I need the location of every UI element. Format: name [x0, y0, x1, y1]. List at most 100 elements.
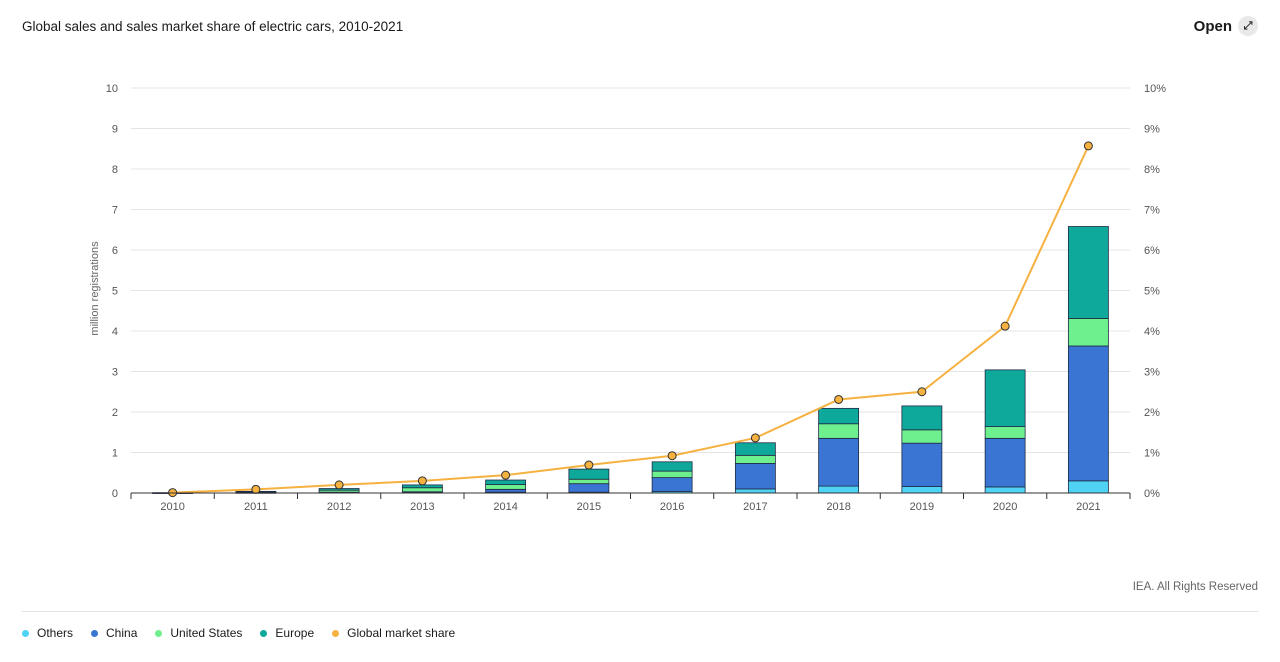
- bar-united-states: [485, 484, 527, 490]
- bar-china: [818, 437, 860, 487]
- y2-tick-label: 5%: [1144, 286, 1160, 298]
- bar-united-states: [568, 478, 610, 485]
- open-label: Open: [1193, 17, 1232, 35]
- bar-europe: [1067, 226, 1109, 319]
- point-global-market-share: [584, 460, 594, 470]
- point-global-market-share: [834, 394, 844, 404]
- point-global-market-share: [667, 451, 677, 461]
- legend-swatch-china: [91, 629, 99, 637]
- legend-item-others[interactable]: Others: [22, 626, 73, 640]
- bar-others: [1067, 480, 1109, 494]
- bar-china: [651, 477, 693, 492]
- y-tick-label: 5: [112, 286, 118, 298]
- y-tick-label: 6: [112, 245, 118, 257]
- point-global-market-share: [1083, 141, 1093, 151]
- x-tick-label: 2018: [826, 501, 850, 513]
- bar-europe: [734, 442, 776, 456]
- x-tick-label: 2015: [577, 501, 601, 513]
- grid-lines: [131, 87, 1130, 453]
- y-tick-label: 10: [106, 83, 118, 95]
- expand-arrows-icon: ⤢: [1238, 16, 1258, 36]
- point-global-market-share: [334, 480, 344, 490]
- y-tick-label: 8: [112, 164, 118, 176]
- point-global-market-share: [917, 387, 927, 397]
- y2-tick-label: 3%: [1144, 367, 1160, 379]
- y-tick-label: 7: [112, 205, 118, 217]
- legend-item-europe[interactable]: Europe: [260, 626, 314, 640]
- legend-item-global-market-share[interactable]: Global market share: [332, 626, 455, 640]
- y2-tick-label: 0%: [1144, 488, 1160, 500]
- y-tick-label: 3: [112, 367, 118, 379]
- bar-others: [984, 486, 1026, 494]
- x-tick-label: 2019: [910, 501, 934, 513]
- bar-united-states: [734, 454, 776, 464]
- bar-china: [901, 442, 943, 487]
- y-axis-label: million registrations: [89, 241, 101, 336]
- market-share-line: [168, 141, 1093, 498]
- bar-china: [734, 463, 776, 490]
- legend-swatch-others: [22, 629, 29, 637]
- legend: Others China United States Europe Global…: [22, 626, 455, 640]
- legend-label-europe: Europe: [275, 626, 315, 640]
- point-global-market-share: [251, 484, 261, 494]
- bar-united-states: [651, 470, 693, 479]
- legend-divider: [22, 611, 1258, 612]
- y-tick-label: 2: [112, 407, 118, 419]
- bar-china: [1067, 345, 1109, 482]
- bar-europe: [818, 407, 860, 425]
- bar-united-states: [1067, 318, 1109, 347]
- point-global-market-share: [417, 476, 427, 486]
- legend-label-united-states: United States: [170, 626, 243, 640]
- axes: 0 1 2 3 4 5 6 7 8 9 10 0% 1% 2% 3% 4% 5% 6% 7% 8% 9% 10% milli…: [89, 83, 1166, 513]
- legend-label-global-market-share: Global market share: [347, 626, 456, 640]
- bar-china: [485, 488, 527, 493]
- legend-item-united-states[interactable]: United States: [155, 626, 242, 640]
- bar-china: [984, 437, 1026, 488]
- legend-label-china: China: [106, 626, 138, 640]
- y2-tick-label: 2%: [1144, 407, 1160, 419]
- x-tick-label: 2020: [993, 501, 1017, 513]
- legend-swatch-global-market-share: [332, 629, 340, 637]
- y-tick-label: 9: [112, 124, 118, 136]
- legend-label-others: Others: [37, 626, 74, 640]
- bar-europe: [568, 468, 610, 480]
- bar-europe: [901, 405, 943, 431]
- y2-tick-label: 1%: [1144, 448, 1160, 460]
- open-button[interactable]: Open ⤢: [1194, 16, 1258, 36]
- y2-tick-label: 4%: [1144, 326, 1160, 338]
- x-tick-label: 2017: [743, 501, 767, 513]
- chart: 0 1 2 3 4 5 6 7 8 9 10 0% 1% 2% 3% 4% 5% 6% 7% 8% 9% 10% milli…: [89, 83, 1166, 513]
- point-global-market-share: [501, 470, 511, 480]
- y-tick-label: 1: [112, 448, 118, 460]
- page-title: Global sales and sales market share of e…: [22, 19, 404, 34]
- y2-tick-label: 6%: [1144, 245, 1160, 257]
- x-tick-label: 2011: [244, 501, 268, 513]
- bar-others: [901, 486, 943, 494]
- legend-swatch-united-states: [155, 629, 163, 637]
- bar-united-states: [901, 429, 943, 444]
- bar-others: [734, 488, 776, 494]
- bar-others: [818, 485, 860, 494]
- bar-united-states: [984, 426, 1026, 439]
- x-tick-label: 2012: [327, 501, 351, 513]
- bar-europe: [651, 461, 693, 472]
- bar-europe: [485, 479, 527, 485]
- y2-tick-label: 9%: [1144, 124, 1160, 136]
- point-global-market-share: [750, 433, 760, 443]
- bar-united-states: [401, 487, 443, 493]
- legend-item-china[interactable]: China: [91, 626, 137, 640]
- x-tick-label: 2013: [410, 501, 434, 513]
- bar-china: [568, 483, 610, 493]
- x-tick-label: 2016: [660, 501, 684, 513]
- y-tick-label: 4: [112, 326, 118, 338]
- credit-text: IEA. All Rights Reserved: [1132, 581, 1258, 593]
- x-tick-label: 2014: [493, 501, 517, 513]
- legend-swatch-europe: [260, 629, 268, 637]
- x-tick-label: 2021: [1076, 501, 1100, 513]
- bar-united-states: [818, 423, 860, 439]
- y2-tick-label: 10%: [1144, 83, 1166, 95]
- point-global-market-share: [1000, 321, 1010, 331]
- line-global-market-share: [172, 145, 1090, 494]
- bars: [152, 226, 1109, 494]
- y-tick-label: 0: [112, 488, 118, 500]
